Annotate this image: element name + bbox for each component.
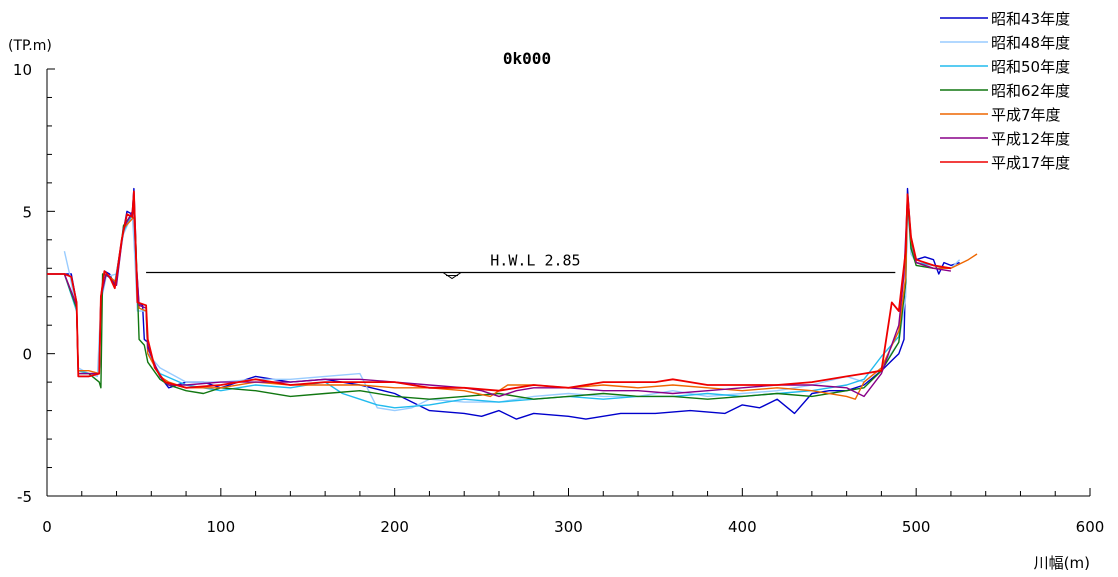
- legend: 昭和43年度昭和48年度昭和50年度昭和62年度平成7年度平成12年度平成17年…: [940, 10, 1070, 172]
- legend-label: 平成12年度: [991, 130, 1070, 148]
- x-tick-label: 500: [902, 518, 931, 536]
- y-axis-label: (TP.m): [8, 38, 52, 54]
- hwl-annotation: H.W.L 2.85: [146, 252, 896, 280]
- series-line-2: [63, 199, 952, 409]
- x-tick-label: 200: [380, 518, 409, 536]
- legend-label: 平成7年度: [991, 106, 1061, 124]
- x-tick-label: 600: [1076, 518, 1105, 536]
- y-tick-label: 5: [22, 203, 32, 221]
- hwl-label: H.W.L 2.85: [490, 252, 580, 270]
- series-line-3: [63, 196, 951, 400]
- series-line-6: [47, 190, 952, 392]
- y-tick-label: 10: [13, 61, 32, 79]
- legend-label: 昭和62年度: [991, 82, 1070, 100]
- legend-label: 昭和48年度: [991, 34, 1070, 52]
- series-line-5: [63, 196, 952, 398]
- series-layer: [47, 187, 978, 420]
- series-line-4: [63, 193, 978, 400]
- y-tick-label: 0: [22, 346, 32, 364]
- chart-title: 0k000: [503, 49, 551, 68]
- legend-label: 昭和50年度: [991, 58, 1070, 76]
- x-tick-label: 0: [42, 518, 52, 536]
- x-axis-label: 川幅(m): [1034, 554, 1090, 572]
- y-tick-label: -5: [17, 488, 32, 506]
- legend-label: 昭和43年度: [991, 10, 1070, 28]
- x-tick-label: 400: [728, 518, 757, 536]
- legend-label: 平成17年度: [991, 154, 1070, 172]
- x-tick-label: 100: [207, 518, 236, 536]
- x-tick-label: 300: [554, 518, 583, 536]
